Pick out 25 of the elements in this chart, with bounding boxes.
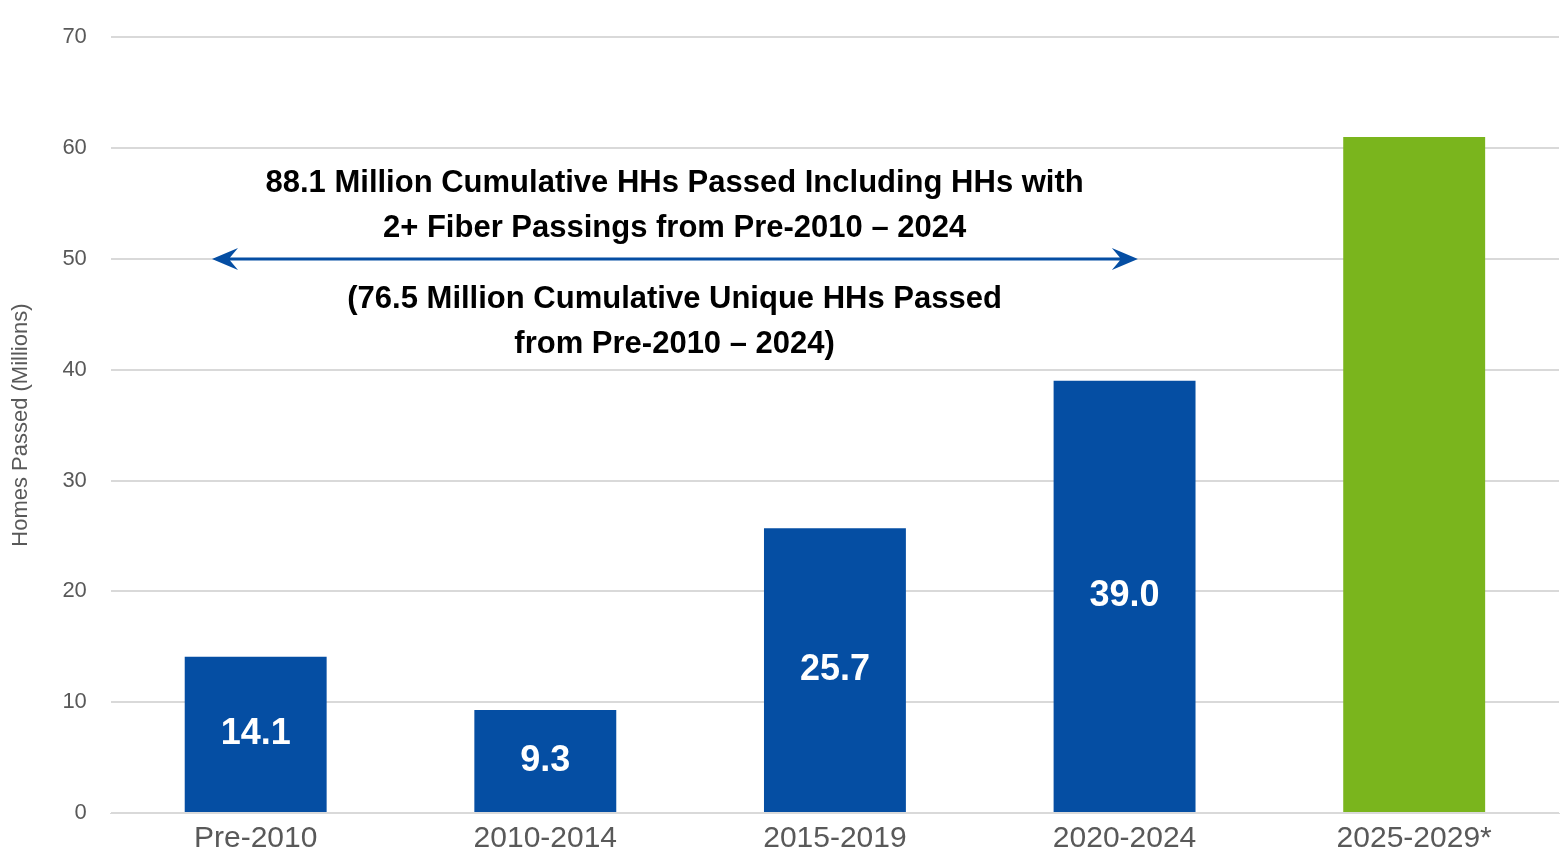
y-axis-title: Homes Passed (Millions): [7, 303, 33, 547]
y-tick-label: 50: [62, 244, 87, 270]
y-tick-label: 10: [62, 688, 87, 714]
bar: [1343, 136, 1486, 812]
y-tick-label: 30: [62, 466, 87, 492]
x-tick-label: 2015-2019: [763, 820, 907, 854]
bar: [474, 709, 617, 812]
data-label: 14.1: [220, 711, 291, 753]
bar: [1053, 380, 1196, 812]
bar: [763, 528, 906, 812]
annotation: 88.1 Million Cumulative HHs Passed Including HHs with 2+ Fiber Passings from Pre-2010 – 2024: [264, 162, 1085, 246]
data-label: 9.3: [520, 737, 571, 779]
data-label: 39.0: [1089, 573, 1160, 615]
bar: [184, 656, 327, 812]
y-tick-label: 20: [62, 577, 87, 603]
x-tick-label: 2025-2029*: [1336, 820, 1493, 854]
y-tick-label: 70: [62, 23, 87, 49]
x-tick-label: 2010-2014: [473, 820, 618, 854]
annotation: (76.5 Million Cumulative Unique HHs Passed from Pre-2010 – 2024): [346, 278, 1003, 362]
y-tick-label: 0: [74, 799, 87, 825]
y-tick-label: 60: [62, 134, 87, 160]
x-tick-label: 2020-2024: [1052, 820, 1197, 854]
x-tick-label: Pre-2010: [193, 820, 318, 854]
y-tick-label: 40: [62, 355, 87, 381]
data-label: 25.7: [799, 647, 870, 689]
